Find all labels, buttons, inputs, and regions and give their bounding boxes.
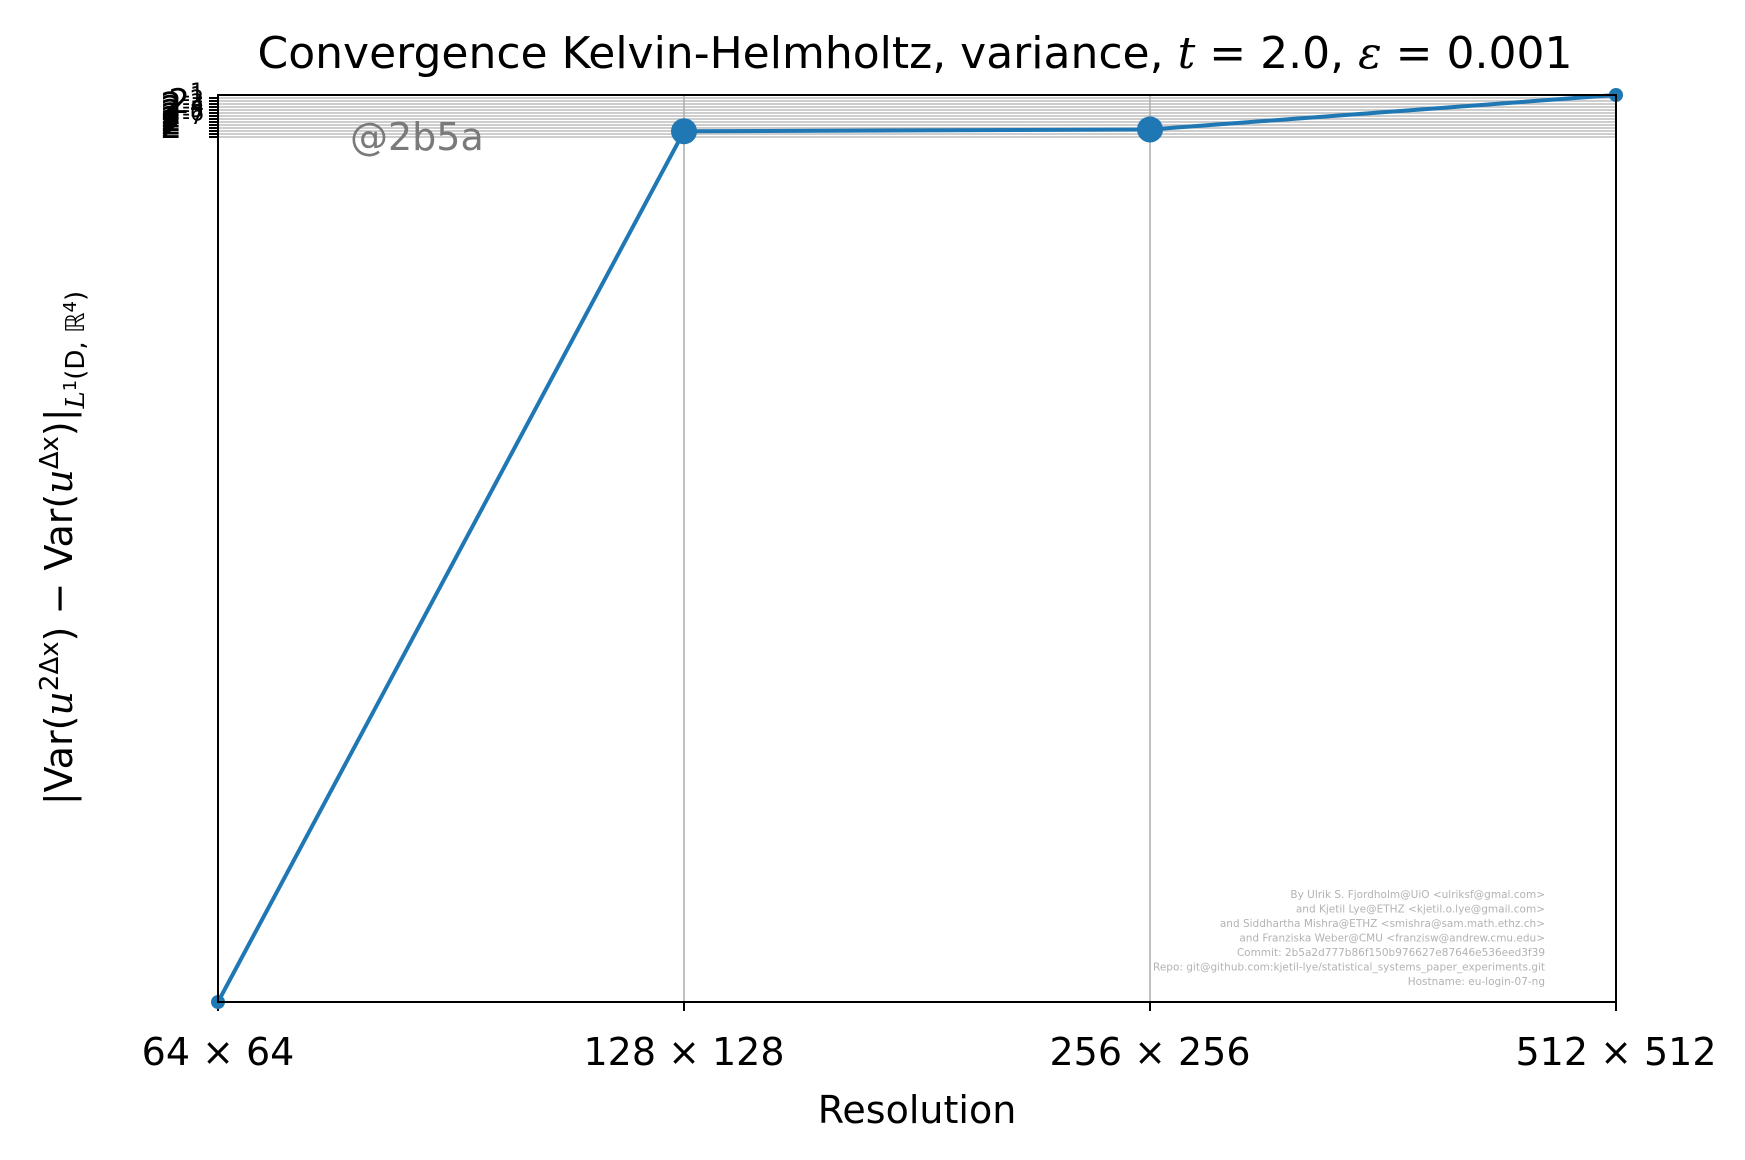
y-axis-label: |Var(u2Δx) − Var(uΔx)|L1(D, ℝ4) (35, 291, 91, 805)
y-tick-label: 2-3 (160, 91, 204, 133)
series-line (216, 93, 1617, 1003)
series-line-group (211, 88, 1623, 1009)
y-tick-label: 2-7 (160, 105, 204, 147)
x-tick-label: 256 × 256 (1049, 1030, 1250, 1074)
credit-line: Repo: git@github.com:kjetil-lye/statisti… (1153, 962, 1545, 974)
y-tick-label: 2-5 (160, 98, 204, 140)
data-point (671, 118, 697, 145)
x-tick-label: 64 × 64 (142, 1030, 295, 1074)
y-tick-label: 2-1 (160, 84, 204, 126)
credit-line: and Siddhartha Mishra@ETHZ <smishra@sam.… (1220, 918, 1545, 930)
plot-frame (217, 94, 1617, 1003)
credit-line: and Franziska Weber@CMU <franzisw@andrew… (1239, 933, 1545, 945)
y-tick-label: 21 (168, 80, 204, 122)
x-tick-label: 512 × 512 (1515, 1030, 1716, 1074)
y-tick-label: 2-2 (160, 87, 204, 129)
credit-line: and Kjetil Lye@ETHZ <kjetil.o.lye@gmail.… (1296, 904, 1545, 916)
y-tick-label: 2-4 (160, 94, 204, 136)
chart-title: Convergence Kelvin-Helmholtz, variance, … (258, 28, 1573, 79)
y-tick-label: 2-6 (160, 102, 204, 144)
x-tick-label: 128 × 128 (583, 1030, 784, 1074)
y-axis-ticks: 212-12-22-32-42-52-62-7 (160, 80, 218, 147)
grid-lines (218, 95, 1616, 1002)
x-axis-ticks: 64 × 64 128 × 128 256 × 256 512 × 512 (142, 1002, 1717, 1074)
credit-line: By Ulrik S. Fjordholm@UiO <ulriksf@gmal.… (1290, 889, 1545, 901)
data-point (1137, 116, 1163, 143)
commit-stamp: @2b5a (350, 115, 484, 159)
x-axis-label: Resolution (818, 1088, 1017, 1132)
credit-line: Commit: 2b5a2d777b86f150b976627e87646e53… (1237, 947, 1545, 959)
credit-line: Hostname: eu-login-07-ng (1408, 976, 1545, 988)
credits-block: By Ulrik S. Fjordholm@UiO <ulriksf@gmal.… (1153, 889, 1545, 988)
